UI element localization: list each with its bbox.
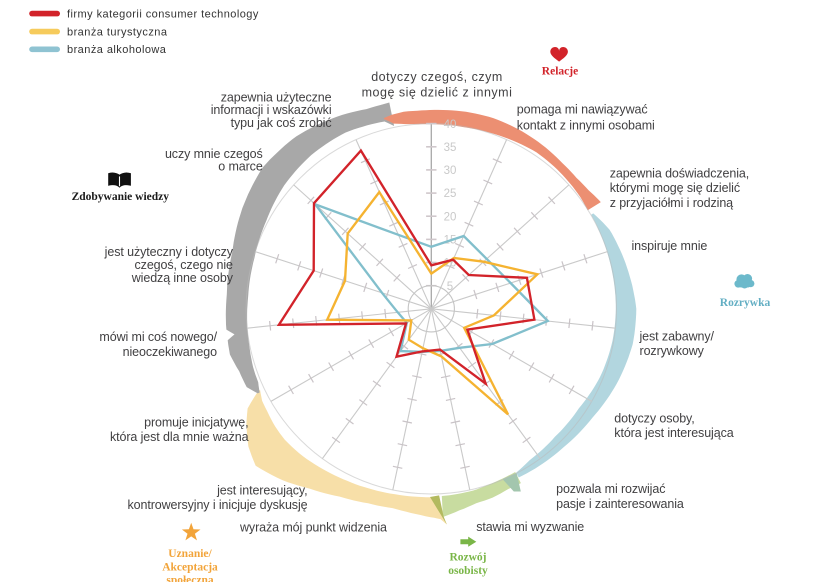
- svg-text:pomaga mi nawiązywać: pomaga mi nawiązywać: [517, 103, 648, 117]
- svg-text:Zdobywanie wiedzy: Zdobywanie wiedzy: [72, 191, 170, 203]
- svg-text:kontakt z innymi osobami: kontakt z innymi osobami: [517, 119, 655, 133]
- svg-text:branża alkoholowa: branża alkoholowa: [67, 44, 167, 56]
- svg-text:firmy kategorii consumer techn: firmy kategorii consumer technology: [67, 8, 259, 20]
- svg-text:stawia mi wyzwanie: stawia mi wyzwanie: [476, 520, 584, 534]
- svg-text:nieoczekiwanego: nieoczekiwanego: [123, 345, 218, 359]
- svg-text:inspiruje mnie: inspiruje mnie: [632, 239, 708, 253]
- svg-text:zapewnia doświadczenia,: zapewnia doświadczenia,: [610, 166, 749, 180]
- svg-text:30: 30: [444, 165, 457, 177]
- svg-text:Akceptacja: Akceptacja: [162, 562, 218, 574]
- svg-text:branża turystyczna: branża turystyczna: [67, 26, 168, 38]
- svg-text:wyraża mój punkt widzenia: wyraża mój punkt widzenia: [239, 521, 387, 535]
- svg-text:czegoś, czego nie: czegoś, czego nie: [135, 258, 234, 272]
- svg-text:którymi mogę się dzielić: którymi mogę się dzielić: [610, 181, 740, 195]
- svg-text:jest użyteczny i dotyczy: jest użyteczny i dotyczy: [104, 245, 234, 259]
- svg-text:jest zabawny/: jest zabawny/: [639, 329, 715, 343]
- svg-text:promuje inicjatywę,: promuje inicjatywę,: [144, 415, 248, 429]
- svg-text:20: 20: [444, 211, 457, 223]
- svg-text:pasje i zainteresowania: pasje i zainteresowania: [556, 497, 684, 511]
- svg-text:dotyczy osoby,: dotyczy osoby,: [614, 411, 694, 425]
- svg-text:5: 5: [447, 281, 453, 293]
- svg-text:zapewnia użyteczne: zapewnia użyteczne: [221, 91, 332, 105]
- svg-text:która jest dla mnie ważna: która jest dla mnie ważna: [110, 430, 249, 444]
- svg-text:mogę się dzielić z innymi: mogę się dzielić z innymi: [362, 86, 513, 100]
- svg-text:jest interesujący,: jest interesujący,: [216, 484, 307, 498]
- svg-text:z przyjaciółmi i rodziną: z przyjaciółmi i rodziną: [610, 196, 733, 210]
- svg-text:Rozwój: Rozwój: [449, 552, 486, 564]
- svg-text:osobisty: osobisty: [448, 565, 488, 577]
- svg-text:Uznanie/: Uznanie/: [168, 548, 212, 560]
- svg-text:25: 25: [444, 188, 457, 200]
- svg-text:informacji i wskazówki: informacji i wskazówki: [211, 103, 332, 117]
- svg-text:rozrywkowy: rozrywkowy: [640, 344, 705, 358]
- svg-text:która jest interesująca: która jest interesująca: [614, 426, 733, 440]
- svg-text:wiedzą inne osoby: wiedzą inne osoby: [131, 271, 234, 285]
- svg-text:uczy mnie czegoś: uczy mnie czegoś: [165, 147, 263, 161]
- svg-text:społeczna: społeczna: [166, 575, 214, 583]
- svg-text:pozwala mi rozwijać: pozwala mi rozwijać: [556, 482, 665, 496]
- svg-text:35: 35: [444, 142, 457, 154]
- svg-text:o marce: o marce: [218, 160, 263, 174]
- svg-text:mówi mi coś nowego/: mówi mi coś nowego/: [99, 330, 217, 344]
- svg-text:40: 40: [444, 119, 457, 131]
- svg-text:dotyczy czegoś, czym: dotyczy czegoś, czym: [371, 70, 503, 84]
- svg-text:Relacje: Relacje: [542, 66, 578, 78]
- svg-text:kontrowersyjny i inicjuje dysk: kontrowersyjny i inicjuje dyskusję: [127, 498, 307, 512]
- svg-text:typu jak coś zrobić: typu jak coś zrobić: [231, 116, 332, 130]
- svg-text:Rozrywka: Rozrywka: [720, 297, 771, 309]
